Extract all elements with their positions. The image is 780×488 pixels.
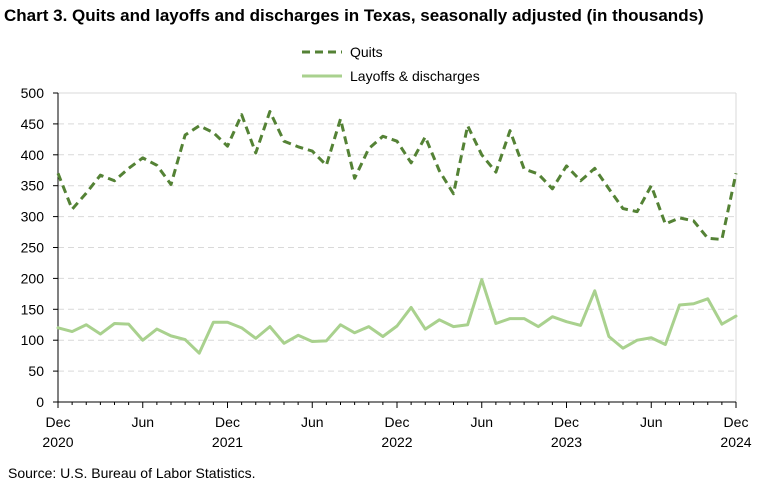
- y-tick-label: 100: [21, 332, 45, 348]
- y-tick-label: 300: [21, 209, 45, 225]
- x-tick-label-month: Dec: [385, 414, 410, 430]
- series-line-layoffs-discharges: [56, 278, 738, 355]
- x-tick-label-month: Jun: [301, 414, 324, 430]
- y-tick-label: 450: [21, 116, 45, 132]
- y-axis-tick-labels: 0 50 100 150 200 250 300 350 400 450 500: [21, 85, 45, 410]
- x-tick-label-year: 2024: [720, 434, 751, 450]
- x-tick-label-month: Jun: [470, 414, 493, 430]
- source-note: Source: U.S. Bureau of Labor Statistics.: [8, 465, 256, 481]
- x-tick-label-year: 2020: [42, 434, 73, 450]
- y-tick-label: 250: [21, 240, 45, 256]
- y-tick-label: 350: [21, 178, 45, 194]
- legend: Quits Layoffs & discharges: [302, 44, 480, 84]
- x-tick-label-year: 2023: [551, 434, 582, 450]
- x-axis-tick-labels: Dec 2020 Jun Dec 2021 Jun Dec 2022 Jun Dec 2023 Jun…: [42, 414, 751, 450]
- legend-label-layoffs-discharges: Layoffs & discharges: [350, 68, 480, 84]
- y-tick-label: 50: [28, 363, 44, 379]
- legend-label-quits: Quits: [350, 44, 383, 60]
- x-tick-label-year: 2022: [381, 434, 412, 450]
- y-tick-label: 150: [21, 301, 45, 317]
- x-tick-label-month: Dec: [554, 414, 579, 430]
- x-tick-label-month: Jun: [131, 414, 154, 430]
- y-tick-label: 200: [21, 270, 45, 286]
- y-tick-label: 0: [36, 394, 44, 410]
- x-tick-label-month: Jun: [640, 414, 663, 430]
- axes: [53, 92, 737, 408]
- y-tick-label: 400: [21, 147, 45, 163]
- chart-title: Chart 3. Quits and layoffs and discharge…: [4, 6, 704, 25]
- x-tick-label-month: Dec: [46, 414, 71, 430]
- x-tick-label-month: Dec: [724, 414, 749, 430]
- x-tick-label-month: Dec: [215, 414, 240, 430]
- y-tick-label: 500: [21, 85, 45, 101]
- gridlines: [58, 92, 737, 402]
- series-line-quits: [56, 110, 738, 241]
- series-lines: [56, 110, 738, 355]
- x-tick-label-year: 2021: [212, 434, 243, 450]
